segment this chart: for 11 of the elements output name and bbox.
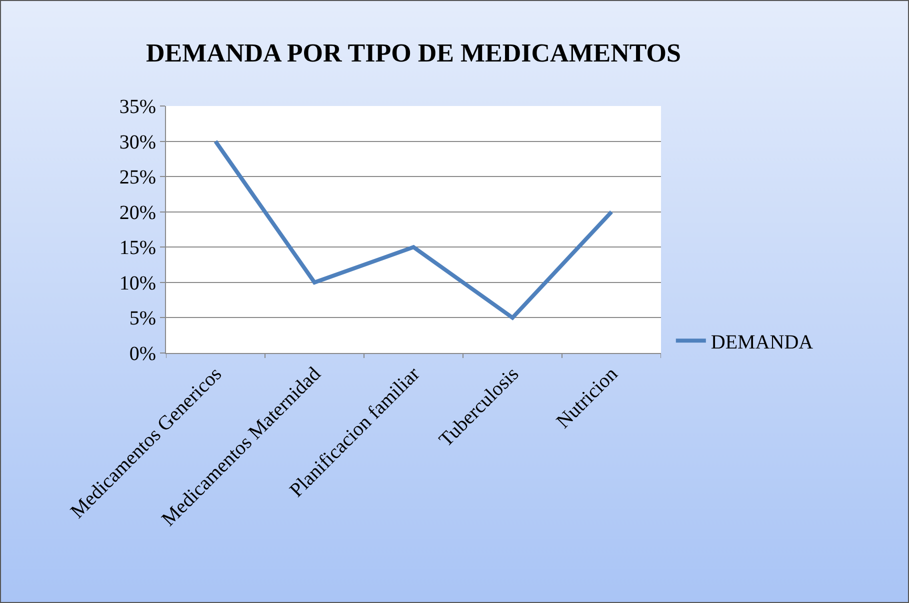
y-tick-label: 5% (129, 308, 156, 330)
line-series (214, 139, 614, 320)
legend-label: DEMANDA (710, 331, 814, 354)
y-tick-label: 25% (119, 166, 156, 189)
y-tick-label: 0% (129, 343, 156, 365)
y-tick-label: 20% (119, 202, 156, 224)
y-tick-label: 30% (119, 131, 156, 154)
y-tick-label: 15% (119, 237, 156, 260)
y-tick-label: 35% (119, 96, 156, 118)
chart-title: DEMANDA POR TIPO DE MEDICAMENTOS (146, 38, 681, 68)
y-tick-label: 10% (119, 272, 156, 294)
